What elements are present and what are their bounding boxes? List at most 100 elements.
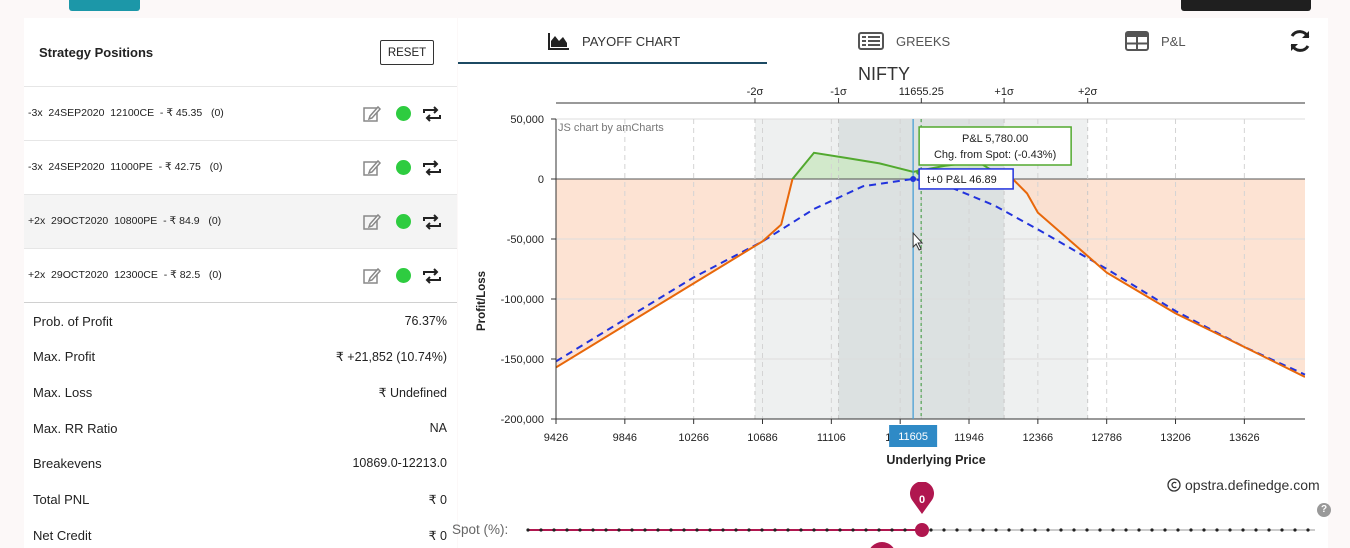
- position-text: +2x 29OCT2020 12300CE - ₹ 82.5 (0): [28, 269, 222, 281]
- expiry-payoff-line-loss: [556, 179, 1305, 378]
- position-row[interactable]: -3x 24SEP2020 12100CE - ₹ 45.35 (0): [24, 87, 457, 141]
- stat-value: 76.37%: [404, 314, 447, 328]
- slider-tick: [838, 528, 842, 532]
- slider-tick: [1137, 528, 1141, 532]
- x-tick-label: 11106: [817, 432, 846, 444]
- reset-button[interactable]: RESET: [380, 40, 434, 65]
- slider-tick: [1098, 528, 1102, 532]
- slider-tick: [968, 528, 972, 532]
- slider-tick: [1111, 528, 1115, 532]
- status-dot-icon[interactable]: [396, 214, 411, 229]
- stat-value: ₹ Undefined: [378, 386, 447, 400]
- slider-tick: [890, 528, 894, 532]
- help-icon[interactable]: ?: [1317, 503, 1331, 517]
- t0-tooltip-box: [918, 168, 1014, 190]
- slider-tick: [1189, 528, 1193, 532]
- slider-tick: [994, 528, 998, 532]
- status-dot-icon[interactable]: [396, 268, 411, 283]
- slider-tick: [1241, 528, 1245, 532]
- stat-label: Net Credit: [33, 528, 92, 543]
- copyright-icon: [1167, 478, 1181, 492]
- refresh-icon[interactable]: [1287, 28, 1313, 54]
- slider-tick: [669, 528, 673, 532]
- spot-x-label: 11605: [898, 431, 928, 443]
- annotations: t+0 P&L 46.89 P&L 5,780.00 Chg. from Spot:…: [889, 119, 1072, 447]
- payoff-chart[interactable]: 50,000 0 -50,000 -100,000 -150,000 -200,00094…: [458, 86, 1328, 481]
- list-icon: [858, 32, 884, 50]
- spot-slider[interactable]: 0: [520, 482, 1320, 548]
- x-tick-label: 11946: [954, 432, 984, 444]
- position-row[interactable]: -3x 24SEP2020 11000PE - ₹ 42.75 (0): [24, 141, 457, 195]
- slider-tick: [1280, 528, 1284, 532]
- position-row[interactable]: +2x 29OCT2020 12300CE - ₹ 82.5 (0): [24, 249, 457, 303]
- x-axis-label: Underlying Price: [886, 453, 985, 467]
- sigma-label: 11655.25: [899, 86, 944, 98]
- x-tick-label: 9426: [544, 432, 568, 444]
- x-tick-label: 13626: [1229, 432, 1260, 444]
- stat-net-credit: Net Credit ₹ 0: [24, 522, 457, 548]
- stat-label: Prob. of Profit: [33, 314, 113, 329]
- stat-max-rr-ratio: Max. RR Ratio NA: [24, 415, 457, 445]
- x-tick-label: 12786: [1091, 432, 1122, 444]
- tab-greeks[interactable]: GREEKS: [858, 18, 950, 64]
- status-dot-icon[interactable]: [396, 160, 411, 175]
- swap-icon[interactable]: [421, 212, 443, 232]
- y-tick-label: -200,000: [501, 414, 544, 426]
- edit-icon[interactable]: [362, 158, 382, 178]
- stat-value: ₹ +21,852 (10.74%): [335, 350, 447, 364]
- slider-tick: [1033, 528, 1037, 532]
- status-dot-icon[interactable]: [396, 106, 411, 121]
- edit-icon[interactable]: [362, 104, 382, 124]
- tab-pnl[interactable]: P&L: [1125, 18, 1186, 64]
- table-icon: [1125, 31, 1149, 51]
- position-text: +2x 29OCT2020 10800PE - ₹ 84.9 (0): [28, 215, 222, 227]
- slider-value-marker: [910, 482, 934, 514]
- x-tick-label: 9846: [613, 432, 637, 444]
- stat-breakevens: Breakevens 10869.0-12213.0: [24, 450, 457, 480]
- panel-header: Strategy Positions RESET: [24, 18, 457, 87]
- slider-tick: [825, 528, 829, 532]
- position-row[interactable]: +2x 29OCT2020 10800PE - ₹ 84.9 (0): [24, 195, 457, 249]
- tab-payoff-chart[interactable]: PAYOFF CHART: [548, 18, 680, 64]
- slider-tick: [1176, 528, 1180, 532]
- slider-tick: [578, 528, 582, 532]
- stat-value: ₹ 0: [428, 493, 447, 507]
- spot-x-label-box: [889, 425, 938, 447]
- swap-icon[interactable]: [421, 104, 443, 124]
- position-text: -3x 24SEP2020 11000PE - ₹ 42.75 (0): [28, 161, 223, 173]
- credit-text: opstra.definedge.com: [1185, 477, 1320, 493]
- slider-tick: [630, 528, 634, 532]
- y-axis-label: Profit/Loss: [476, 271, 488, 331]
- top-teal-button[interactable]: [69, 0, 140, 11]
- slider-tick: [851, 528, 855, 532]
- edit-icon[interactable]: [362, 266, 382, 286]
- slider-tick: [812, 528, 816, 532]
- stat-label: Breakevens: [33, 456, 102, 471]
- swap-icon[interactable]: [421, 158, 443, 178]
- slider-thumb[interactable]: [915, 523, 929, 537]
- pnl-tooltip-line1: P&L 5,780.00: [962, 133, 1028, 145]
- top-dark-button[interactable]: [1181, 0, 1311, 11]
- divider: [24, 302, 457, 303]
- credit[interactable]: opstra.definedge.com: [1167, 477, 1320, 493]
- slider-tick: [773, 528, 777, 532]
- edit-icon[interactable]: [362, 212, 382, 232]
- x-tick-label: 10266: [678, 432, 709, 444]
- tab-label: P&L: [1161, 33, 1186, 49]
- slider-tick: [708, 528, 712, 532]
- sigma-label: -2σ: [747, 86, 764, 98]
- swap-icon[interactable]: [421, 266, 443, 286]
- position-text: -3x 24SEP2020 12100CE - ₹ 45.35 (0): [28, 107, 224, 119]
- slider-tick: [604, 528, 608, 532]
- slider-tick: [1215, 528, 1219, 532]
- slider-tick: [695, 528, 699, 532]
- slider-value: 0: [919, 494, 925, 506]
- slider-tick: [981, 528, 985, 532]
- slider-tick: [786, 528, 790, 532]
- slider-tick: [1007, 528, 1011, 532]
- slider-tick: [1150, 528, 1154, 532]
- t0-tooltip-text: t+0 P&L 46.89: [927, 174, 997, 186]
- stat-max-profit: Max. Profit ₹ +21,852 (10.74%): [24, 343, 457, 373]
- spot-slider-label: Spot (%):: [452, 522, 509, 537]
